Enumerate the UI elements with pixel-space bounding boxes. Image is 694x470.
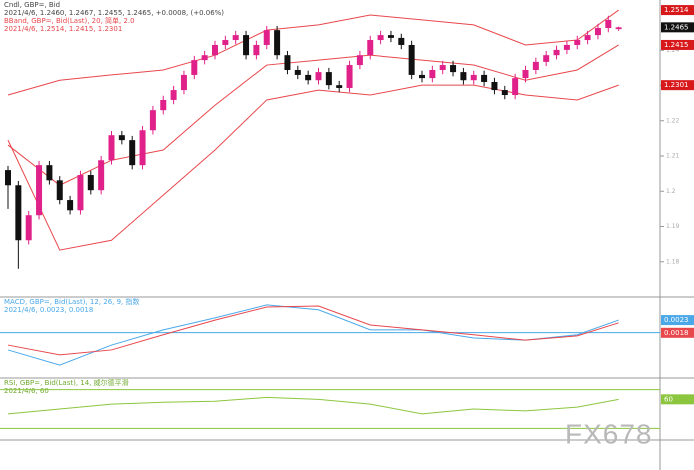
candle-body — [118, 135, 125, 141]
candle-body — [191, 60, 198, 75]
chart-title: Cndl, GBP=, Bid — [4, 1, 60, 9]
candle-body — [56, 180, 63, 201]
candle-body — [139, 130, 146, 166]
candle-body — [387, 35, 394, 38]
candle-body — [294, 69, 301, 75]
y-tick-label: 1.19 — [666, 223, 680, 230]
candle-body — [398, 37, 405, 45]
candle-body — [419, 74, 425, 79]
candle-body — [201, 55, 208, 61]
candle-body — [429, 69, 436, 79]
candle-body — [553, 49, 560, 56]
candle-body — [129, 140, 136, 166]
candle-body — [222, 40, 229, 45]
indicator-value-label: 0.0023 — [664, 316, 689, 324]
bollinger-band — [7, 9, 619, 96]
candle-body — [15, 185, 22, 241]
bollinger-band — [7, 84, 619, 251]
last-price-box — [661, 22, 694, 33]
candle-body — [501, 90, 508, 96]
candle-body — [481, 74, 488, 82]
candle-body — [284, 55, 291, 70]
y-tick-label: 1.2 — [666, 188, 676, 195]
candle-body — [532, 61, 539, 70]
candle-body — [336, 85, 343, 88]
candle-body — [170, 90, 177, 100]
indicator-value-label: 0.0018 — [664, 329, 689, 337]
candle-body — [149, 110, 156, 131]
y-tick-label: 1.18 — [666, 258, 680, 265]
indicator-line — [7, 396, 619, 415]
candle-body — [87, 175, 94, 191]
candle-body — [5, 170, 11, 186]
candle-body — [36, 165, 43, 216]
macd-subtitle: 2021/4/6, 0.0023, 0.0018 — [4, 306, 93, 314]
candle-body — [346, 65, 353, 88]
indicator-value-box — [661, 315, 694, 326]
candle-body — [77, 175, 84, 211]
indicator-value-label: 60 — [664, 395, 673, 403]
band-value-box — [661, 80, 694, 91]
y-tick-label: 1.24 — [666, 47, 680, 54]
band-value-label: 1.2415 — [664, 41, 689, 49]
band-value-box — [661, 39, 694, 50]
candle-body — [470, 74, 477, 81]
candle-body — [512, 78, 519, 96]
y-tick-label: 1.21 — [666, 153, 680, 160]
candle-body — [263, 30, 270, 45]
watermark: FX678 — [565, 418, 653, 449]
candle-body — [305, 74, 312, 81]
last-price-label: 1.2465 — [664, 23, 689, 31]
band-value-label: 1.2514 — [664, 6, 689, 14]
bands-title: BBand, GBP=, Bid(Last), 20, 简单, 2.0 — [4, 16, 135, 25]
chart-subtitle: 2021/4/6, 1.2460, 1.2467, 1.2455, 1.2465… — [4, 9, 224, 17]
candle-body — [356, 55, 363, 66]
candle-body — [563, 44, 570, 50]
candle-body — [253, 44, 260, 56]
candle-body — [408, 44, 415, 75]
indicator-value-box — [661, 327, 694, 338]
indicator-value-box — [661, 394, 694, 405]
candle-body — [67, 200, 74, 211]
candle-body — [25, 215, 32, 241]
candle-body — [584, 35, 591, 41]
indicator-line — [7, 305, 619, 356]
y-tick-label: 1.22 — [666, 117, 680, 124]
candle-body — [232, 35, 239, 41]
candle-body — [605, 19, 612, 29]
candle-body — [98, 160, 105, 191]
candle-body — [212, 44, 218, 56]
candle-body — [180, 74, 187, 91]
candle-body — [439, 65, 446, 70]
rsi-subtitle: 2021/4/6, 60 — [4, 387, 49, 395]
candle-body — [325, 72, 332, 86]
candle-body — [315, 72, 322, 81]
candle-body — [594, 28, 601, 36]
band-value-label: 1.2301 — [664, 81, 689, 89]
candle-body — [522, 69, 529, 79]
candle-body — [491, 81, 498, 91]
rsi-title: RSI, GBP=, Bid(Last), 14, 威尔德平滑 — [4, 378, 129, 387]
candle-body — [367, 40, 374, 56]
candle-body — [450, 65, 457, 73]
bands-subtitle: 2021/4/6, 1.2514, 1.2415, 1.2301 — [4, 25, 122, 33]
candle-body — [543, 55, 550, 62]
macd-title: MACD, GBP=, Bid(Last), 12, 26, 9, 指数 — [4, 297, 140, 306]
band-value-box — [661, 5, 694, 16]
candle-body — [574, 40, 581, 45]
candle-body — [377, 35, 384, 41]
candle-body — [460, 72, 467, 81]
candle-body — [46, 165, 53, 181]
candle-body — [274, 30, 281, 56]
candle-body — [615, 27, 622, 30]
candle-body — [160, 99, 167, 111]
candle-body — [243, 35, 250, 56]
candle-body — [108, 135, 115, 161]
